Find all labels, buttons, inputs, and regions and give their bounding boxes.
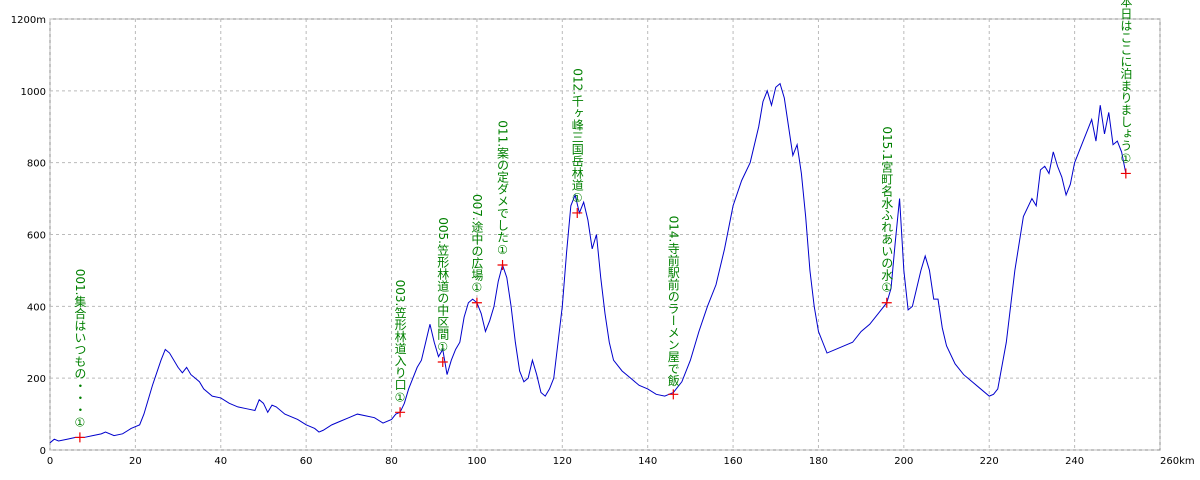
waypoint-label: 015.1宮町名水ふれあいの水①: [880, 126, 894, 294]
waypoint-label: 003.笠形林道入り口①: [393, 280, 407, 405]
waypoint-label: 007.途中の広場①: [470, 194, 484, 295]
waypoint-marker: [1120, 168, 1131, 179]
waypoint-marker: [471, 297, 482, 308]
y-tick-label: 0: [40, 446, 46, 457]
waypoint-label: 012.千ヶ峰三国岳林道①: [570, 68, 584, 205]
waypoint-marker: [497, 260, 508, 271]
waypoint-label: 011.案の定ダメでした①: [496, 120, 510, 257]
x-tick-label: 120: [553, 456, 572, 467]
waypoint-marker: [881, 297, 892, 308]
x-tick-label: 0: [47, 456, 53, 467]
y-tick-label: 200: [27, 374, 46, 385]
y-tick-label: 1000: [21, 87, 46, 98]
x-tick-label: 180: [809, 456, 828, 467]
x-tick-label: 80: [385, 456, 398, 467]
waypoint-label: 005.笠形林道の中区間①: [436, 217, 450, 354]
waypoint-label: 014.寺前駅前のラーメン屋で飯: [666, 216, 680, 387]
y-tick-label: 600: [27, 231, 46, 242]
x-tick-label: 100: [467, 456, 486, 467]
x-tick-label: 220: [980, 456, 999, 467]
x-tick-label: 40: [214, 456, 227, 467]
waypoint-label: 021.本日はここに泊まりましょう①: [1119, 0, 1133, 165]
x-tick-label: 200: [894, 456, 913, 467]
waypoint-marker: [74, 432, 85, 443]
waypoint-label: 001.集合はいつもの・・・①: [73, 269, 87, 430]
y-tick-label: 800: [27, 159, 46, 170]
waypoint-marker: [437, 357, 448, 368]
y-tick-label: 1200m: [11, 15, 46, 26]
x-tick-label: 240: [1065, 456, 1084, 467]
waypoint-marker: [668, 389, 679, 400]
x-tick-label: 160: [724, 456, 743, 467]
y-tick-label: 400: [27, 302, 46, 313]
x-tick-label: 20: [129, 456, 142, 467]
x-tick-label: 140: [638, 456, 657, 467]
x-tick-label: 260km: [1160, 456, 1195, 467]
waypoint-marker: [395, 407, 406, 418]
waypoint-marker: [572, 207, 583, 218]
x-tick-label: 60: [300, 456, 313, 467]
